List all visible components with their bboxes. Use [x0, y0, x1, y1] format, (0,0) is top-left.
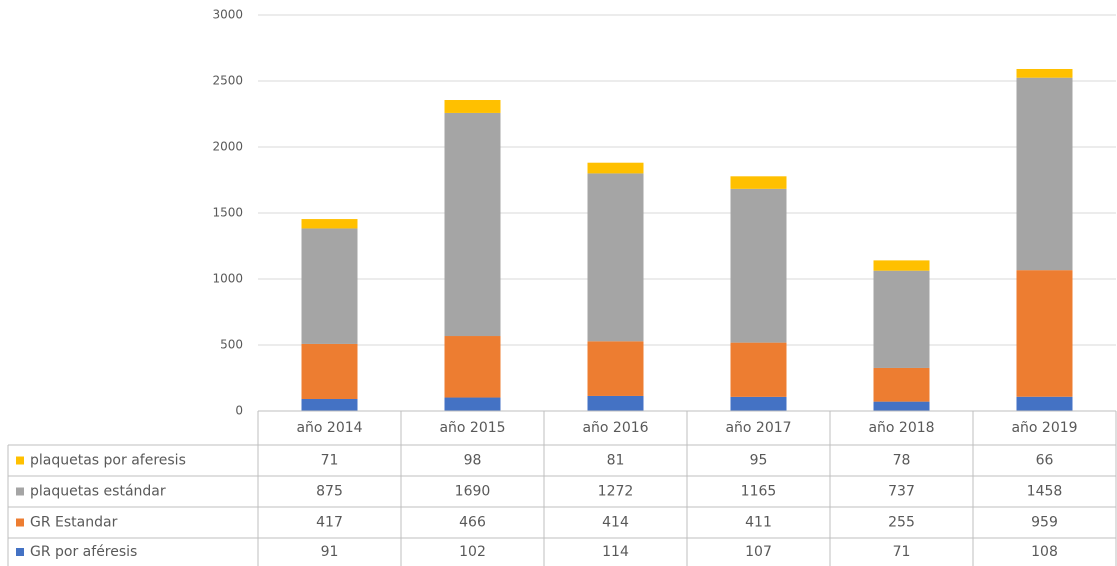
x-tick-label: año 2019 — [1011, 420, 1077, 436]
table-value: 98 — [464, 453, 482, 469]
y-tick-label: 3000 — [212, 8, 243, 22]
table-value: 1458 — [1027, 484, 1063, 500]
table-value: 417 — [316, 515, 343, 531]
bar-segment — [1016, 270, 1073, 397]
bar-segment — [873, 260, 930, 271]
bar-segment — [444, 397, 501, 411]
y-tick-label: 0 — [235, 404, 243, 418]
legend-swatch — [16, 518, 24, 527]
y-tick-label: 1500 — [212, 206, 243, 220]
table-value: 1272 — [598, 484, 634, 500]
x-tick-label: año 2018 — [868, 420, 934, 436]
legend-label: GR Estandar — [30, 515, 118, 531]
x-tick-label: año 2015 — [439, 420, 505, 436]
bar-segment — [301, 343, 358, 399]
bar-segment — [730, 188, 787, 343]
table-value: 66 — [1036, 453, 1054, 469]
bar-segment — [301, 219, 358, 229]
bar-segment — [873, 270, 930, 368]
bar-segment — [587, 341, 644, 396]
table-value: 91 — [321, 544, 339, 560]
x-tick-label: año 2016 — [582, 420, 648, 436]
bar-segment — [1016, 68, 1073, 78]
table-value: 95 — [750, 453, 768, 469]
bar-segment — [444, 112, 501, 337]
table-value: 81 — [607, 453, 625, 469]
table-value: 71 — [321, 453, 339, 469]
table-value: 102 — [459, 544, 486, 560]
table-value: 959 — [1031, 515, 1058, 531]
bar-segment — [587, 162, 644, 174]
legend-swatch — [16, 548, 24, 556]
legend-swatch — [16, 456, 24, 465]
table-value: 414 — [602, 515, 629, 531]
y-tick-label: 1000 — [212, 272, 243, 286]
bar-segment — [1016, 77, 1073, 271]
y-tick-label: 500 — [220, 338, 243, 352]
legend-label: GR por aféresis — [30, 544, 137, 560]
table-value: 466 — [459, 515, 486, 531]
y-tick-label: 2000 — [212, 140, 243, 154]
bar-segment — [444, 100, 501, 113]
x-tick-label: año 2014 — [296, 420, 362, 436]
table-value: 78 — [893, 453, 911, 469]
bar-segment — [1016, 396, 1073, 411]
table-value: 255 — [888, 515, 915, 531]
table-value: 737 — [888, 484, 915, 500]
bar-segment — [873, 401, 930, 411]
table-value: 71 — [893, 544, 911, 560]
y-tick-label: 2500 — [212, 74, 243, 88]
legend-label: plaquetas estándar — [30, 484, 166, 500]
bar-segment — [730, 176, 787, 189]
table-value: 107 — [745, 544, 772, 560]
legend-swatch — [16, 487, 24, 496]
bar-segment — [587, 173, 644, 342]
legend-label: plaquetas por aferesis — [30, 453, 186, 469]
bar-segment — [730, 342, 787, 397]
table-value: 875 — [316, 484, 343, 500]
x-tick-label: año 2017 — [725, 420, 791, 436]
table-value: 411 — [745, 515, 772, 531]
table-value: 1690 — [455, 484, 491, 500]
bar-segment — [301, 228, 358, 344]
bar-segment — [730, 396, 787, 411]
table-value: 1165 — [741, 484, 777, 500]
bar-segment — [587, 395, 644, 411]
table-value: 114 — [602, 544, 629, 560]
table-value: 108 — [1031, 544, 1058, 560]
bar-segment — [873, 367, 930, 402]
bar-segment — [301, 398, 358, 411]
bar-segment — [444, 336, 501, 398]
